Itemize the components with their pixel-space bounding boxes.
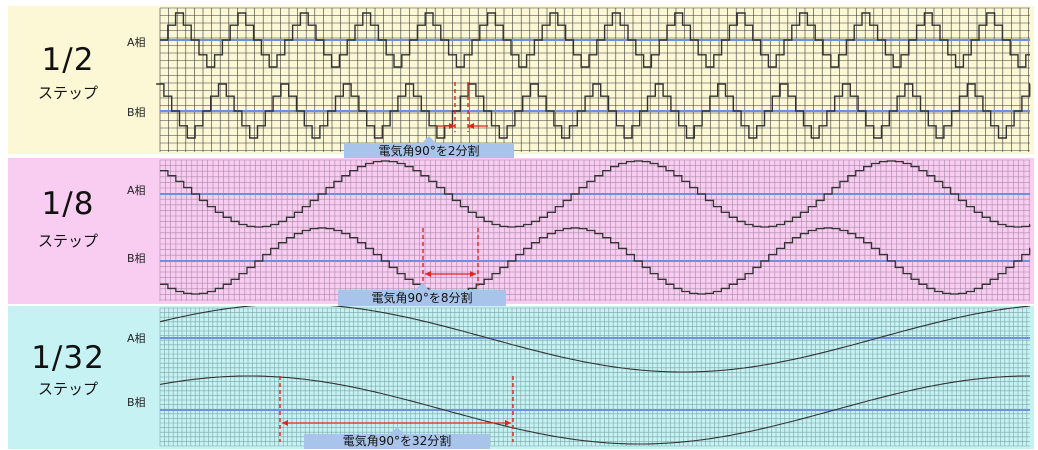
panel-half-step: 1/2 ステップ A相 B相 電気角90°を2分割 <box>8 6 1034 160</box>
half-step-waveform-graph <box>156 7 1031 152</box>
arrow-head <box>470 271 476 277</box>
panel-eighth-step: 1/8 ステップ A相 B相 電気角90°を8分割 <box>8 158 1034 306</box>
phase-a-label: A相 <box>127 36 146 49</box>
arrow-head <box>449 123 455 129</box>
callout-pointer <box>414 283 430 291</box>
phase-a-waveform <box>160 12 1030 68</box>
phase-b-label: B相 <box>127 396 146 409</box>
callout-half-step: 電気角90°を2分割 <box>344 136 514 160</box>
phase-b-waveform <box>160 227 1031 295</box>
callout-text: 電気角90°を2分割 <box>378 144 480 158</box>
thirtysecond-step-waveform-graph <box>159 306 1031 447</box>
callout-pointer <box>389 427 405 435</box>
step-word-label: ステップ <box>37 380 98 398</box>
callout-eighth-step: 電気角90°を8分割 <box>338 283 506 306</box>
phase-a-label: A相 <box>127 184 146 197</box>
arrow-head <box>425 271 431 277</box>
grid-lines <box>159 307 1030 447</box>
step-fraction-label: 1/8 <box>41 186 95 222</box>
callout-text: 電気角90°を32分割 <box>342 434 452 448</box>
phase-a-label: A相 <box>127 332 146 345</box>
callout-thirtysecond-step: 電気角90°を32分割 <box>304 427 490 449</box>
grid-lines <box>159 159 1030 301</box>
phase-b-waveform <box>159 375 1030 445</box>
phase-b-waveform <box>156 83 1031 139</box>
phase-b-label: B相 <box>127 252 146 265</box>
phase-a-waveform <box>159 306 1031 373</box>
callout-text: 電気角90°を8分割 <box>371 291 473 305</box>
step-fraction-label: 1/2 <box>41 42 95 78</box>
eighth-step-waveform-graph <box>159 159 1031 301</box>
grid-lines <box>159 7 1030 152</box>
phase-a-waveform <box>160 160 1031 228</box>
step-fraction-label: 1/32 <box>31 340 105 376</box>
step-word-label: ステップ <box>37 84 98 102</box>
arrow-head <box>282 420 288 426</box>
panel-thirtysecond-step: 1/32 ステップ A相 B相 電気角90°を32分割 <box>8 306 1034 449</box>
arrow-head <box>505 420 511 426</box>
step-word-label: ステップ <box>37 232 98 250</box>
phase-b-label: B相 <box>127 106 146 119</box>
arrow-head <box>468 123 474 129</box>
callout-pointer <box>421 136 437 144</box>
